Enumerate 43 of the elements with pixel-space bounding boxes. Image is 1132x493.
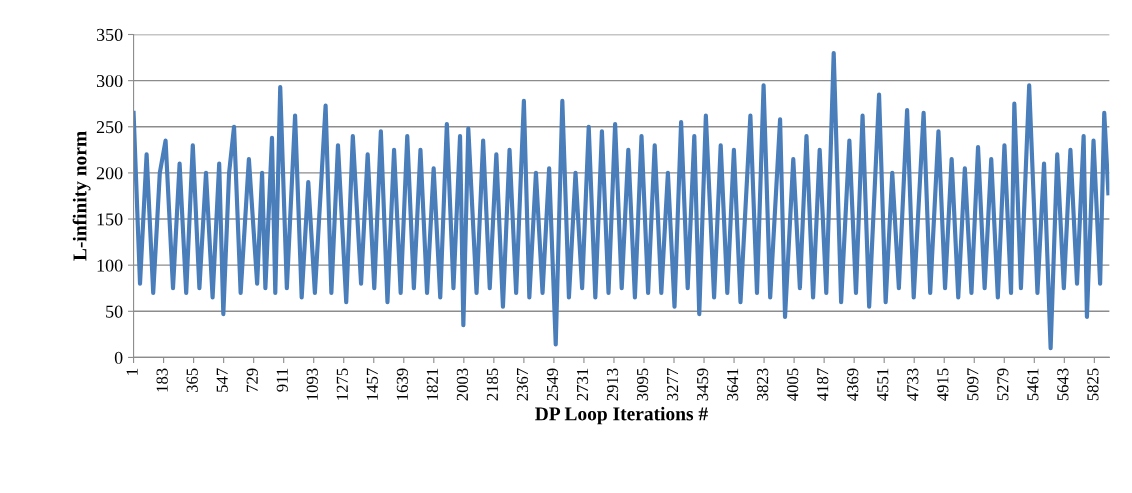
x-tick-label: 5461 bbox=[1027, 368, 1039, 401]
x-tick-label: 1275 bbox=[336, 368, 348, 400]
y-tick-label: 0 bbox=[114, 351, 123, 364]
x-tick-label: 365 bbox=[186, 368, 198, 393]
x-tick-label: 3095 bbox=[636, 368, 649, 401]
x-tick-label: 4005 bbox=[787, 368, 799, 401]
x-tick-label: 4551 bbox=[877, 368, 889, 401]
x-tick-label: 2367 bbox=[516, 368, 529, 401]
x-tick-label: 1457 bbox=[366, 368, 378, 400]
x-tick-label: 5097 bbox=[967, 368, 979, 401]
x-tick-label: 2185 bbox=[486, 368, 499, 401]
x-tick-label: 5279 bbox=[997, 368, 1009, 401]
y-tick-label: 250 bbox=[96, 121, 123, 134]
x-tick-label: 911 bbox=[276, 368, 288, 392]
y-tick-label: 150 bbox=[97, 213, 123, 226]
x-tick-label: 2731 bbox=[576, 368, 589, 401]
x-tick-label: 3823 bbox=[757, 368, 769, 401]
x-axis-title: DP Loop Iterations # bbox=[535, 406, 708, 425]
x-tick-label: 1639 bbox=[396, 368, 408, 400]
x-tick-label: 3459 bbox=[697, 368, 709, 401]
y-tick-label: 200 bbox=[96, 167, 123, 180]
x-tick-label: 2913 bbox=[606, 368, 619, 401]
x-tick-label: 4733 bbox=[907, 368, 919, 401]
y-tick-label: 350 bbox=[96, 28, 123, 41]
x-tick-label: 5825 bbox=[1087, 368, 1099, 401]
x-tick-label: 4187 bbox=[817, 368, 829, 401]
x-tick-label: 729 bbox=[246, 368, 258, 392]
x-tick-label: 4915 bbox=[937, 368, 949, 401]
y-axis-title: L-infinity norm bbox=[72, 131, 91, 261]
x-tick-label: 4369 bbox=[847, 368, 859, 401]
x-tick-label: 2003 bbox=[456, 368, 469, 401]
y-tick-label: 300 bbox=[96, 74, 123, 88]
x-tick-label: 2549 bbox=[546, 368, 559, 401]
x-tick-label: 1093 bbox=[306, 368, 318, 400]
y-tick-label: 50 bbox=[106, 305, 123, 318]
x-tick-label: 183 bbox=[156, 368, 168, 392]
x-tick-label: 1 bbox=[126, 368, 138, 375]
x-tick-label: 5643 bbox=[1057, 368, 1069, 401]
x-tick-label: 547 bbox=[216, 368, 228, 392]
x-tick-label: 3641 bbox=[727, 368, 739, 401]
y-tick-label: 100 bbox=[97, 259, 123, 272]
x-tick-label: 3277 bbox=[666, 368, 679, 401]
x-tick-label: 1821 bbox=[426, 368, 438, 400]
